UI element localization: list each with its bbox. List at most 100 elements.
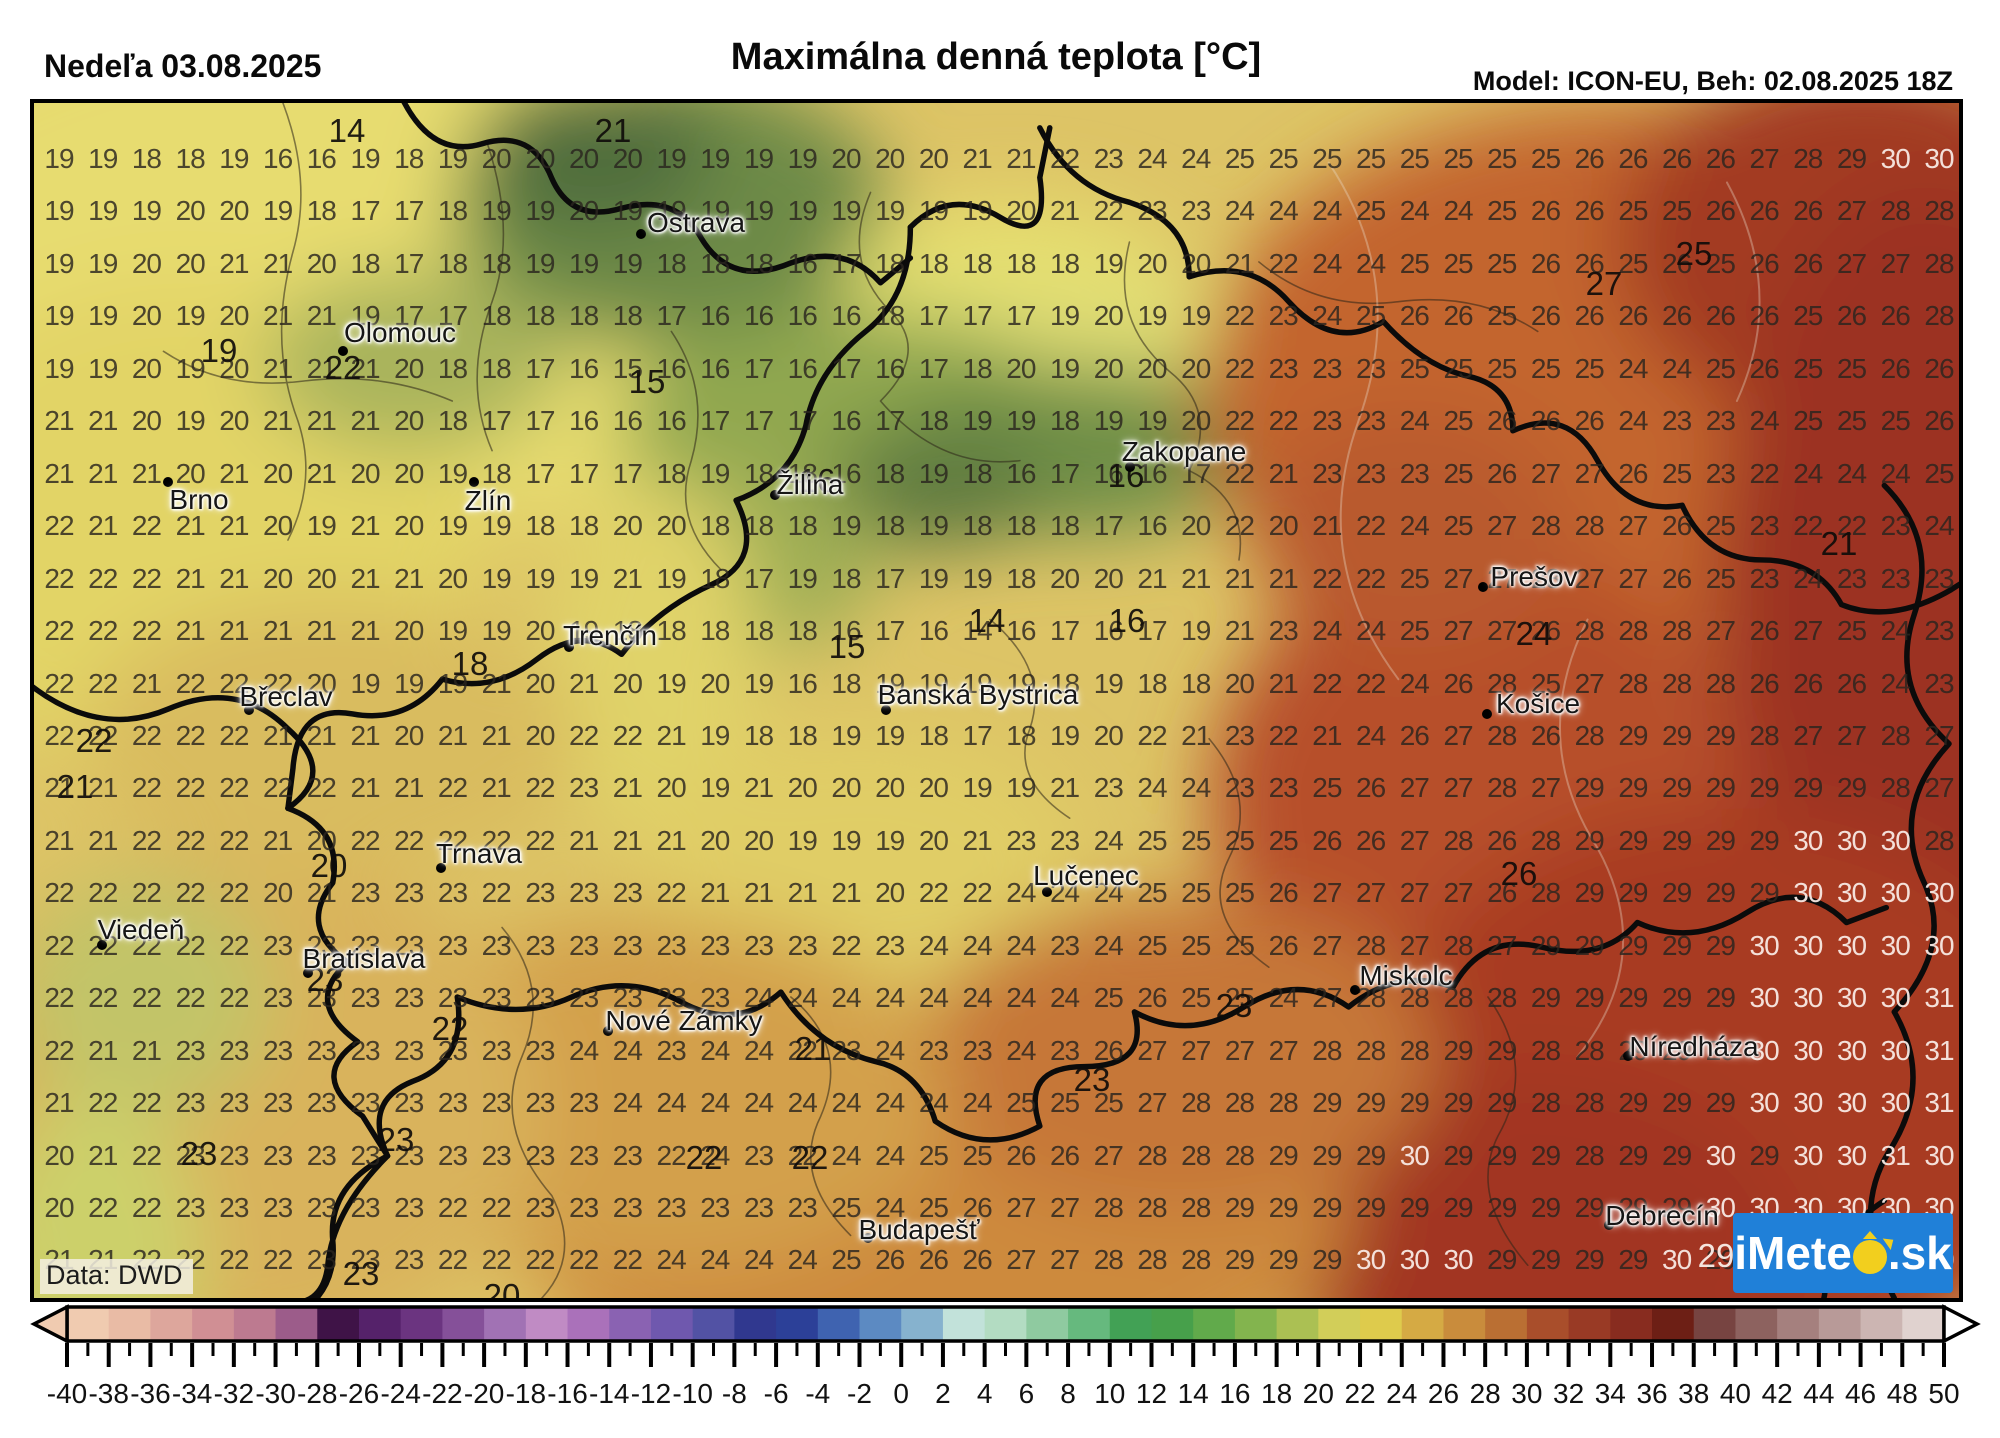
grid-temperature: 28: [1137, 1139, 1167, 1171]
grid-temperature: 21: [1268, 562, 1299, 594]
grid-temperature: 31: [1924, 982, 1954, 1014]
grid-temperature: 24: [1181, 143, 1211, 174]
city-dot: [1350, 985, 1360, 995]
grid-temperature: 27: [1443, 719, 1473, 751]
grid-temperature: 26: [1880, 300, 1911, 332]
grid-temperature: 20: [263, 457, 293, 489]
grid-temperature: 19: [918, 562, 949, 594]
grid-temperature: 19: [700, 772, 730, 804]
grid-temperature: 27: [1443, 562, 1473, 594]
colorbar-tick-label: -16: [547, 1378, 587, 1409]
grid-temperature: 23: [1224, 719, 1255, 751]
grid-temperature: 22: [656, 1139, 687, 1171]
grid-temperature: 18: [481, 300, 512, 332]
grid-temperature: 28: [1880, 195, 1911, 227]
grid-temperature: 21: [88, 457, 118, 489]
grid-temperature: 29: [1312, 1139, 1342, 1171]
grid-temperature: 24: [1137, 143, 1167, 174]
grid-temperature: 19: [44, 300, 74, 332]
grid-temperature: 19: [656, 143, 687, 174]
grid-temperature: 23: [1137, 195, 1167, 227]
grid-temperature: 28: [1749, 719, 1780, 751]
grid-temperature: 18: [525, 510, 555, 542]
grid-temperature: 22: [175, 877, 206, 909]
grid-temperature: 16: [787, 300, 818, 332]
grid-temperature: 24: [1356, 615, 1386, 647]
grid-temperature: 26: [1662, 300, 1692, 332]
grid-temperature: 26: [1487, 824, 1517, 856]
grid-temperature: 16: [1137, 457, 1167, 489]
grid-temperature: 24: [700, 1087, 730, 1119]
grid-temperature: 18: [962, 247, 993, 279]
grid-temperature: 26: [1705, 300, 1736, 332]
grid-temperature: 17: [831, 247, 861, 279]
city-label: Olomouc: [343, 317, 457, 348]
grid-temperature: 26: [1749, 247, 1780, 279]
grid-temperature: 17: [875, 405, 905, 437]
grid-temperature: 29: [1399, 1087, 1430, 1119]
grid-temperature: 19: [350, 667, 380, 699]
grid-temperature: 22: [88, 667, 118, 699]
grid-temperature: 27: [1093, 1139, 1124, 1171]
grid-temperature: 21: [962, 824, 993, 856]
grid-temperature: 24: [1268, 195, 1299, 227]
grid-temperature: 27: [1312, 929, 1342, 961]
grid-temperature: 18: [875, 300, 905, 332]
grid-temperature: 27: [1618, 510, 1648, 542]
grid-temperature: 24: [1356, 247, 1386, 279]
grid-temperature: 28: [1399, 982, 1430, 1014]
grid-temperature: 19: [831, 510, 861, 542]
grid-temperature: 20: [875, 143, 905, 174]
grid-temperature: 25: [1137, 929, 1167, 961]
grid-temperature: 24: [1006, 929, 1036, 961]
grid-temperature: 19: [962, 667, 993, 699]
city-label: Banská Bystrica: [877, 679, 1079, 710]
grid-temperature: 19: [88, 352, 118, 384]
grid-temperature: 20: [569, 143, 599, 174]
grid-temperature: 21: [131, 667, 162, 699]
grid-temperature: 23: [1705, 405, 1736, 437]
grid-temperature: 27: [1443, 877, 1473, 909]
grid-temperature: 26: [1268, 877, 1299, 909]
grid-temperature: 16: [569, 352, 599, 384]
colorbar-tick-label: -10: [672, 1378, 712, 1409]
grid-temperature: 26: [1618, 143, 1648, 174]
grid-temperature: 23: [437, 982, 468, 1014]
city-dot: [564, 642, 574, 652]
grid-temperature: 23: [700, 1192, 730, 1223]
grid-temperature: 23: [525, 877, 555, 909]
grid-temperature: 28: [1356, 929, 1386, 961]
city-dot: [770, 490, 780, 500]
grid-temperature: 17: [918, 300, 949, 332]
grid-temperature: 20: [875, 772, 905, 804]
grid-temperature: 30: [1705, 1192, 1736, 1223]
grid-temperature: 20: [656, 772, 687, 804]
grid-temperature: 26: [1530, 405, 1561, 437]
colorbar-end-arrow: [1942, 1304, 1981, 1344]
grid-temperature: 26: [1487, 457, 1517, 489]
grid-temperature: 28: [1356, 982, 1386, 1014]
grid-temperature: 21: [481, 719, 512, 751]
grid-temperature: 26: [1530, 300, 1561, 332]
grid-temperature: 19: [525, 562, 555, 594]
grid-temperature: 22: [88, 1192, 118, 1223]
grid-temperature: 25: [1399, 615, 1430, 647]
grid-temperature: 26: [1268, 929, 1299, 961]
grid-temperature: 23: [263, 982, 293, 1014]
grid-temperature: 22: [175, 929, 206, 961]
grid-temperature: 31: [1880, 1139, 1911, 1171]
grid-temperature: 21: [263, 300, 293, 332]
grid-temperature: 25: [1356, 195, 1386, 227]
grid-temperature: 20: [918, 772, 949, 804]
grid-temperature: 19: [787, 195, 818, 227]
grid-temperature: 24: [1181, 772, 1211, 804]
grid-temperature: 23: [175, 1034, 206, 1066]
grid-temperature: 22: [88, 982, 118, 1014]
grid-temperature: 22: [1312, 562, 1342, 594]
grid-temperature: 20: [44, 1192, 74, 1223]
colorbar-tick-label: -20: [464, 1378, 504, 1409]
grid-temperature: 22: [175, 772, 206, 804]
city-dot: [603, 1026, 613, 1036]
colorbar-band: [692, 1307, 736, 1341]
